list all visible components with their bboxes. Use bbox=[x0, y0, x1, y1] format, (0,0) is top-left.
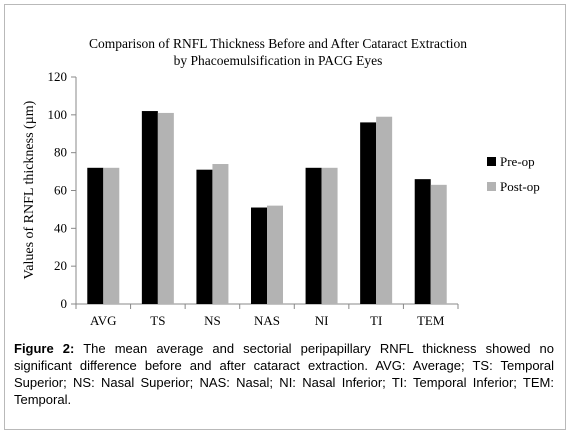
x-tick-label: NS bbox=[204, 313, 221, 328]
y-tick-label: 20 bbox=[54, 258, 67, 273]
y-tick-label: 100 bbox=[48, 107, 68, 122]
x-tick-label: NAS bbox=[254, 313, 280, 328]
caption-label: Figure 2: bbox=[14, 341, 75, 356]
y-tick-label: 40 bbox=[54, 220, 67, 235]
bar-pre-op-ni bbox=[305, 167, 322, 304]
y-tick-label: 120 bbox=[48, 69, 68, 84]
x-tick-label: TEM bbox=[417, 313, 445, 328]
bar-post-op-nas bbox=[267, 205, 283, 304]
bar-pre-op-ti bbox=[360, 122, 377, 305]
legend: Pre-op Post-op bbox=[487, 154, 540, 194]
x-tick-label: TS bbox=[150, 313, 165, 328]
y-tick-label: 60 bbox=[54, 183, 67, 198]
legend-label-post-op: Post-op bbox=[500, 179, 540, 194]
y-tick-label: 80 bbox=[54, 145, 67, 160]
y-axis-label: Values of RNFL thickness (µm) bbox=[22, 100, 37, 279]
chart-title-line-1: Comparison of RNFL Thickness Before and … bbox=[89, 36, 467, 51]
chart-title-line-2: by Phacoemulsification in PACG Eyes bbox=[174, 53, 383, 68]
bar-pre-op-nas bbox=[251, 207, 267, 304]
bar-pre-op-avg bbox=[87, 167, 104, 304]
bar-chart: Comparison of RNFL Thickness Before and … bbox=[22, 36, 540, 328]
bar-pre-op-ns bbox=[196, 169, 213, 304]
x-tick-label: TI bbox=[370, 313, 382, 328]
bar-post-op-avg bbox=[103, 167, 120, 304]
bar-post-op-ti bbox=[376, 116, 393, 304]
figure-caption: Figure 2: The mean average and sectorial… bbox=[14, 340, 554, 408]
x-tick-label: AVG bbox=[90, 313, 117, 328]
x-tick-label: NI bbox=[315, 313, 329, 328]
bar-pre-op-ts bbox=[141, 111, 158, 304]
legend-swatch-post-op bbox=[487, 182, 496, 191]
bar-post-op-ts bbox=[157, 112, 174, 304]
bar-pre-op-tem bbox=[414, 179, 431, 304]
bar-post-op-tem bbox=[430, 184, 447, 304]
plot-area: 0 20 40 60 80 100 120 AVG TS NS NAS NI TI TEM bbox=[48, 69, 459, 328]
caption-text: The mean average and sectorial peripapil… bbox=[14, 341, 554, 407]
bar-post-op-ns bbox=[212, 164, 229, 304]
chart-title: Comparison of RNFL Thickness Before and … bbox=[89, 36, 467, 68]
y-tick-label: 0 bbox=[61, 296, 68, 311]
bar-post-op-ni bbox=[321, 167, 338, 304]
y-axis-group: Values of RNFL thickness (µm) bbox=[22, 100, 37, 279]
legend-label-pre-op: Pre-op bbox=[500, 154, 535, 169]
legend-swatch-pre-op bbox=[487, 157, 496, 166]
